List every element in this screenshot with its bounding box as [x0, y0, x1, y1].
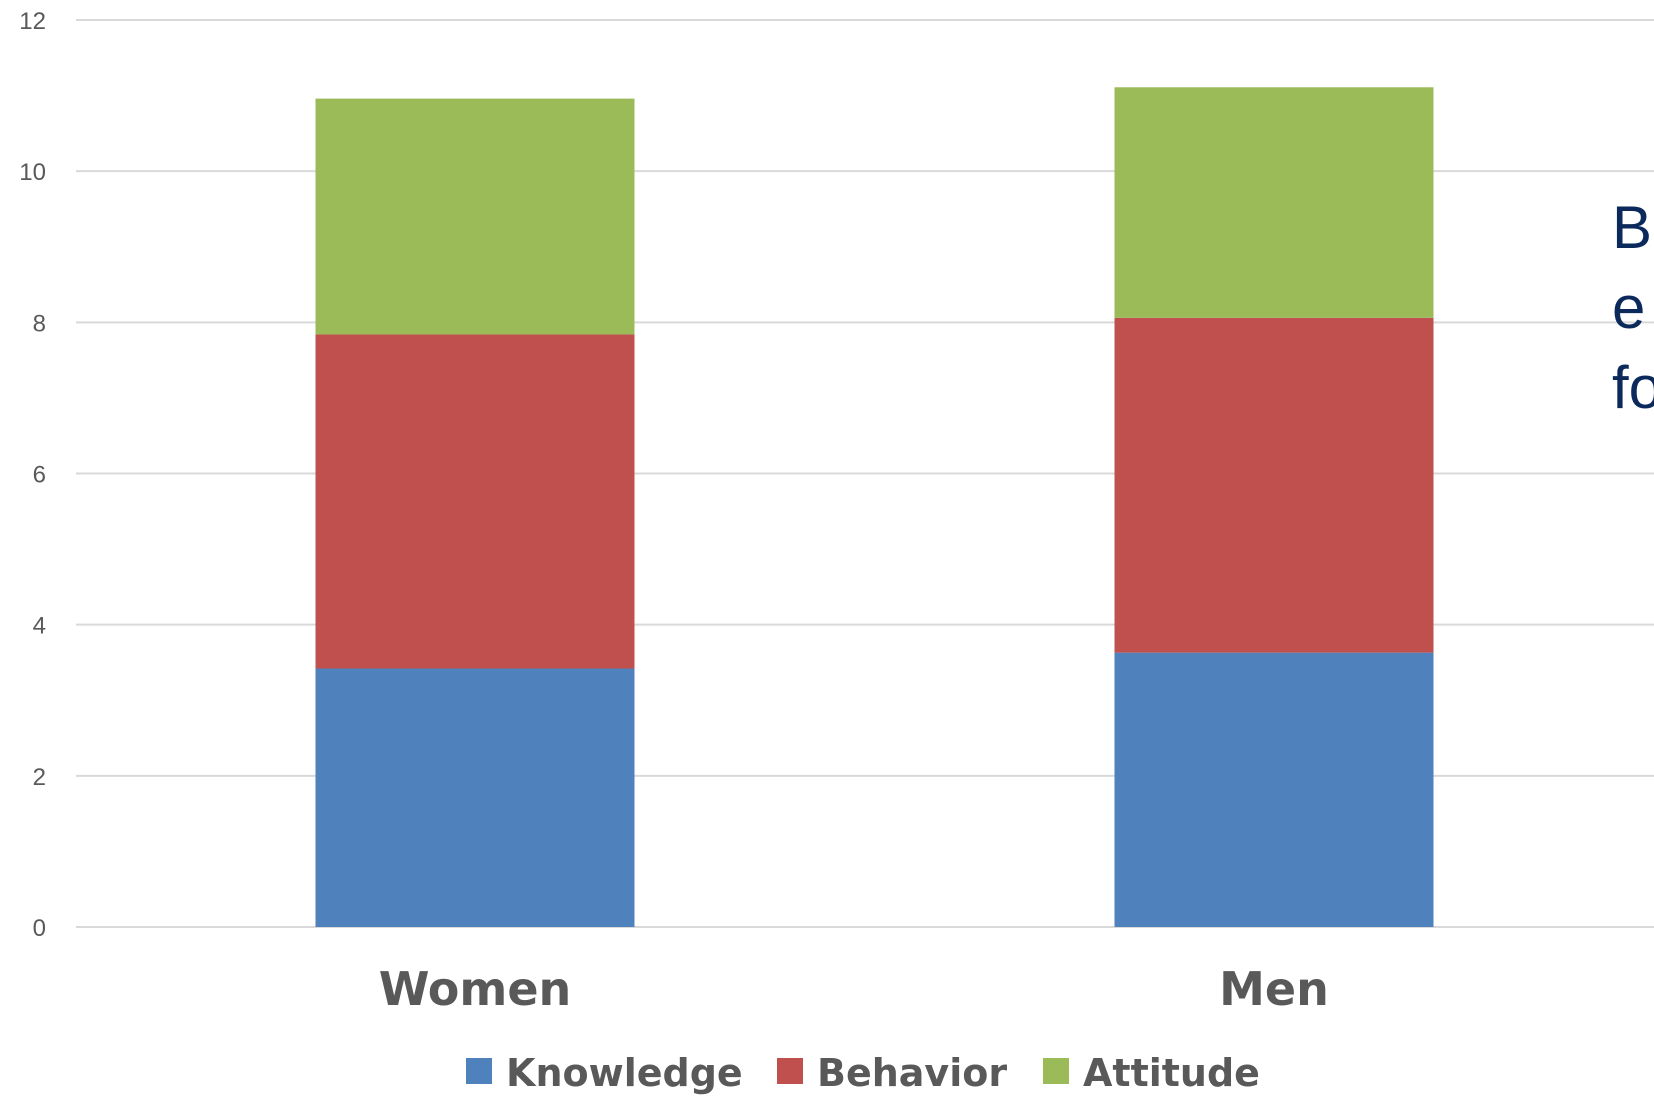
side-text-line-2: e: [1612, 274, 1645, 341]
x-category-label: Men: [1219, 962, 1329, 1016]
y-tick-label: 2: [33, 764, 46, 791]
bar-women-knowledge: [315, 668, 635, 927]
y-tick-label: 8: [33, 310, 46, 337]
bar-men-behavior: [1114, 317, 1434, 653]
legend-label-attitude: Attitude: [1083, 1051, 1260, 1095]
bar-women-attitude: [315, 98, 635, 335]
legend-swatch-attitude: [1043, 1058, 1069, 1084]
bar-women-behavior: [315, 334, 635, 669]
side-text-line-1: B: [1612, 194, 1652, 261]
legend-swatch-behavior: [777, 1058, 803, 1084]
y-tick-label: 4: [33, 613, 46, 640]
legend: Knowledge Behavior Attitude: [466, 1051, 1260, 1095]
bar-men-knowledge: [1114, 652, 1434, 927]
y-tick-label: 0: [33, 915, 46, 942]
legend-label-behavior: Behavior: [817, 1051, 1007, 1095]
y-axis-ticks: 0 2 4 6 8 10 12: [19, 8, 46, 942]
x-axis-categories: Women Men: [379, 962, 1329, 1016]
bar-men-attitude: [1114, 87, 1434, 318]
bars: [315, 87, 1434, 927]
y-tick-label: 12: [19, 8, 46, 35]
y-tick-label: 10: [19, 159, 46, 186]
side-text-line-3: fo: [1612, 354, 1654, 421]
legend-label-knowledge: Knowledge: [506, 1051, 743, 1095]
side-text-block: B e fo: [1612, 194, 1654, 421]
x-category-label: Women: [379, 962, 572, 1016]
y-tick-label: 6: [33, 462, 46, 489]
legend-swatch-knowledge: [466, 1058, 492, 1084]
